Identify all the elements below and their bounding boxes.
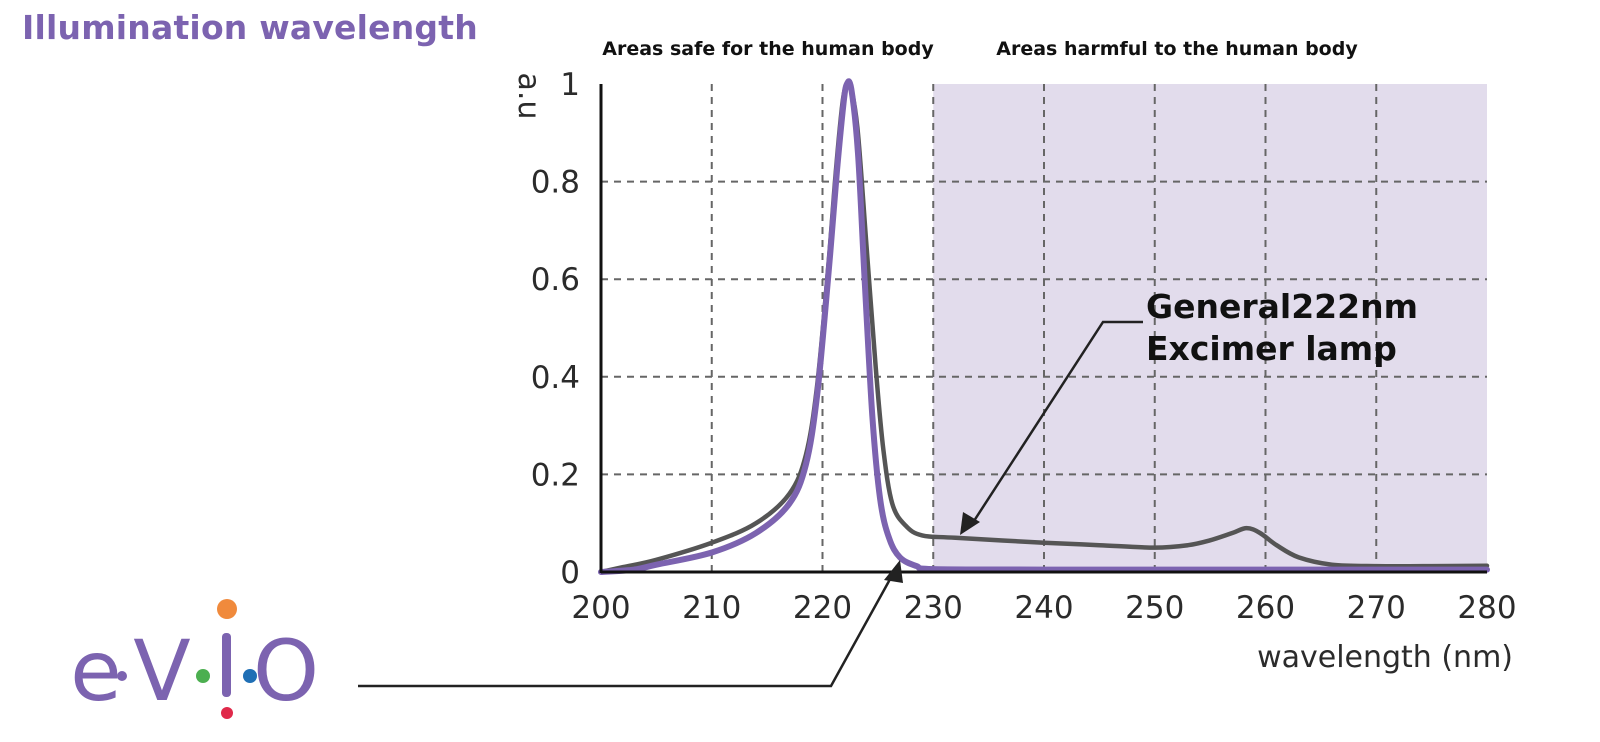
logo-dot-red: [221, 707, 233, 719]
chart-axes: [599, 84, 1487, 574]
logo-dot-orange: [217, 599, 237, 619]
callout-arrow-line: [970, 320, 1143, 525]
x-tick-labels: 200 210 220 230 240 250 260 270 280: [571, 590, 1516, 626]
logo-letter-e: e: [70, 622, 122, 720]
x-tick-label: 220: [793, 590, 852, 626]
x-tick-label: 200: [571, 590, 630, 626]
x-tick-label: 250: [1125, 590, 1184, 626]
logo-dot: [117, 671, 127, 681]
logo-dot-blue: [243, 669, 257, 683]
callout-arrows: [358, 320, 1143, 688]
logo-letter-v: V: [133, 622, 190, 720]
logo-letter-i: [222, 633, 231, 697]
y-tick-label: 0.6: [531, 262, 580, 298]
callout-label-line2: Excimer lamp: [1146, 329, 1397, 368]
y-tick-label: 0.2: [531, 457, 580, 493]
y-axis-label: a.u: [511, 73, 546, 120]
harmful-region-shading: [933, 84, 1487, 572]
region-labels: Areas safe for the human body Areas harm…: [602, 38, 1358, 60]
region-label-safe: Areas safe for the human body: [602, 38, 934, 60]
callout-label-line1: General222nm: [1146, 287, 1418, 326]
logo-letter-o: O: [253, 622, 319, 720]
x-tick-label: 260: [1236, 590, 1295, 626]
series-evio-lamp: [598, 78, 1490, 575]
logo-dot-green: [196, 669, 210, 683]
x-tick-label: 210: [682, 590, 741, 626]
x-tick-label: 280: [1457, 590, 1516, 626]
y-tick-label: 0.4: [531, 360, 580, 396]
y-tick-label: 0.8: [531, 165, 580, 201]
x-tick-label: 230: [904, 590, 963, 626]
x-tick-label: 240: [1014, 590, 1073, 626]
logo-arrow-head: [884, 560, 903, 583]
chart-series: [598, 78, 1490, 575]
lamp-callout: General222nm Excimer lamp: [1146, 287, 1418, 368]
y-tick-label: 1: [560, 67, 580, 103]
region-label-harmful: Areas harmful to the human body: [996, 38, 1358, 60]
page-title: Illumination wavelength: [22, 8, 478, 47]
x-axis-label: wavelength (nm): [1257, 640, 1513, 675]
y-tick-labels: 0 0.2 0.4 0.6 0.8 1: [531, 67, 580, 591]
callout-arrow-head: [960, 512, 980, 535]
x-tick-label: 270: [1347, 590, 1406, 626]
logo-arrow-line: [358, 571, 896, 688]
y-tick-label: 0: [560, 555, 580, 591]
chart-grid: [601, 84, 1487, 572]
